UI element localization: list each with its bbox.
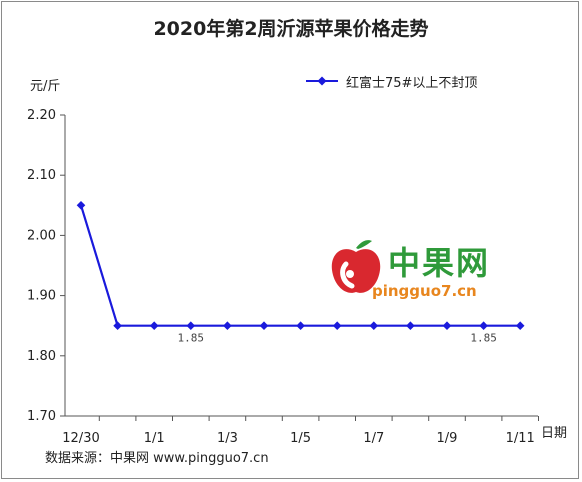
- x-tick-label: 1/3: [217, 431, 238, 446]
- y-tick-label: 1.70: [27, 409, 56, 424]
- y-tick-label: 1.80: [27, 349, 56, 364]
- source-note: 数据来源：中果网 www.pingguo7.cn: [45, 451, 269, 466]
- x-tick-label: 1/7: [363, 431, 384, 446]
- legend: 红富士75#以上不封顶: [304, 70, 477, 92]
- data-label: 1.85: [470, 332, 497, 345]
- x-tick-label: 1/5: [290, 431, 311, 446]
- data-point-marker: [223, 321, 232, 330]
- legend-line-marker-icon: [306, 76, 338, 86]
- data-point-marker: [515, 321, 525, 330]
- data-point-marker: [332, 321, 342, 330]
- apple-logo-icon: [331, 240, 381, 293]
- watermark-url: pingguo7.cn: [372, 282, 477, 300]
- data-point-marker: [369, 321, 379, 330]
- y-tick-label: 1.90: [27, 289, 56, 304]
- data-point-marker: [406, 321, 415, 330]
- x-tick-label: 12/30: [62, 431, 99, 446]
- x-tick-label: 1/11: [506, 431, 535, 446]
- data-point-marker: [186, 321, 196, 330]
- data-label: 1.85: [178, 332, 205, 345]
- legend-series-label: 红富士75#以上不封顶: [346, 75, 478, 91]
- y-tick-label: 2.20: [27, 108, 56, 123]
- x-tick-label: 1/9: [437, 431, 458, 446]
- watermark: 中果网 pingguo7.cn: [328, 238, 528, 304]
- data-point-marker: [113, 321, 122, 330]
- watermark-brand: 中果网: [388, 244, 491, 282]
- y-tick-label: 2.10: [27, 168, 56, 183]
- data-point-marker: [479, 321, 488, 330]
- y-tick-label: 2.00: [27, 228, 56, 243]
- data-point-marker: [296, 321, 305, 330]
- data-point-marker: [76, 201, 86, 210]
- data-point-marker: [259, 321, 269, 330]
- chart-title: 2020年第2周沂源苹果价格走势: [153, 18, 429, 40]
- x-axis-title: 日期: [541, 426, 567, 441]
- data-point-marker: [149, 321, 159, 330]
- y-axis-unit: 元/斤: [30, 79, 61, 94]
- data-point-marker: [442, 321, 452, 330]
- x-tick-label: 1/1: [144, 431, 165, 446]
